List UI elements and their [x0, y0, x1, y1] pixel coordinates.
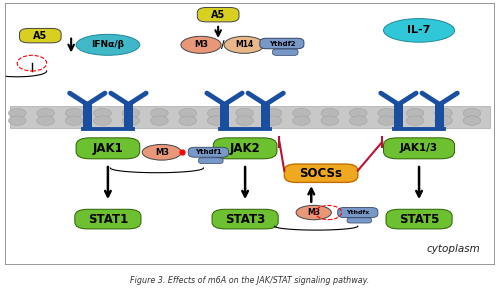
Ellipse shape: [384, 19, 454, 42]
Circle shape: [8, 108, 26, 118]
FancyBboxPatch shape: [386, 209, 452, 229]
FancyBboxPatch shape: [435, 105, 444, 129]
Circle shape: [37, 116, 54, 125]
Ellipse shape: [142, 144, 182, 160]
FancyBboxPatch shape: [20, 29, 61, 43]
Circle shape: [350, 116, 367, 125]
Circle shape: [406, 108, 424, 118]
Circle shape: [122, 116, 140, 125]
Text: /: /: [221, 40, 224, 50]
Ellipse shape: [181, 36, 221, 53]
Circle shape: [292, 108, 310, 118]
Ellipse shape: [224, 36, 264, 53]
Circle shape: [321, 108, 338, 118]
Circle shape: [208, 116, 225, 125]
Circle shape: [434, 116, 452, 125]
Circle shape: [66, 116, 83, 125]
Text: Ythdfx: Ythdfx: [346, 210, 370, 215]
FancyBboxPatch shape: [198, 158, 223, 164]
FancyBboxPatch shape: [272, 49, 298, 55]
FancyBboxPatch shape: [75, 209, 141, 229]
FancyBboxPatch shape: [347, 218, 372, 223]
Text: JAK1/3: JAK1/3: [400, 143, 438, 153]
FancyBboxPatch shape: [213, 138, 277, 159]
Text: Ythdf1: Ythdf1: [195, 149, 222, 155]
Text: IL-7: IL-7: [408, 25, 430, 35]
Text: JAK1: JAK1: [92, 142, 124, 155]
Circle shape: [463, 116, 481, 125]
Circle shape: [434, 108, 452, 118]
FancyBboxPatch shape: [220, 105, 229, 129]
Text: M3: M3: [307, 208, 320, 217]
Circle shape: [179, 108, 196, 118]
Text: STAT1: STAT1: [88, 213, 128, 226]
Text: Figure 3. Effects of m6A on the JAK/STAT signaling pathway.: Figure 3. Effects of m6A on the JAK/STAT…: [130, 276, 370, 285]
Bar: [10, 106, 490, 128]
FancyBboxPatch shape: [260, 38, 304, 49]
Circle shape: [66, 108, 83, 118]
Text: IFNα/β: IFNα/β: [92, 40, 124, 49]
Circle shape: [406, 116, 424, 125]
FancyBboxPatch shape: [394, 105, 403, 129]
Circle shape: [350, 108, 367, 118]
Circle shape: [150, 108, 168, 118]
Circle shape: [94, 116, 112, 125]
FancyBboxPatch shape: [262, 105, 270, 129]
Circle shape: [463, 108, 481, 118]
Text: A5: A5: [211, 10, 226, 20]
Circle shape: [321, 116, 338, 125]
Circle shape: [236, 108, 254, 118]
FancyBboxPatch shape: [384, 138, 454, 159]
Text: M3: M3: [194, 40, 208, 49]
Circle shape: [208, 108, 225, 118]
Circle shape: [292, 116, 310, 125]
Circle shape: [94, 108, 112, 118]
FancyBboxPatch shape: [188, 147, 228, 157]
Text: STAT5: STAT5: [399, 213, 439, 226]
Text: SOCSs: SOCSs: [300, 167, 343, 180]
Text: JAK2: JAK2: [230, 142, 260, 155]
Circle shape: [179, 116, 196, 125]
FancyBboxPatch shape: [338, 208, 378, 217]
Circle shape: [8, 116, 26, 125]
FancyBboxPatch shape: [124, 105, 133, 129]
Text: STAT3: STAT3: [225, 213, 265, 226]
Circle shape: [378, 108, 396, 118]
FancyBboxPatch shape: [284, 164, 358, 182]
FancyBboxPatch shape: [83, 105, 92, 129]
Circle shape: [37, 108, 54, 118]
Text: Ythdf2: Ythdf2: [268, 41, 295, 46]
FancyBboxPatch shape: [212, 209, 278, 229]
Text: M3: M3: [155, 148, 169, 157]
FancyBboxPatch shape: [76, 138, 140, 159]
Circle shape: [264, 108, 282, 118]
Text: M14: M14: [235, 40, 253, 49]
Circle shape: [150, 116, 168, 125]
Ellipse shape: [76, 34, 140, 55]
Ellipse shape: [296, 205, 332, 220]
Circle shape: [236, 116, 254, 125]
Circle shape: [378, 116, 396, 125]
Circle shape: [122, 108, 140, 118]
Circle shape: [264, 116, 282, 125]
Text: A5: A5: [33, 31, 48, 41]
Text: cytoplasm: cytoplasm: [426, 245, 480, 255]
FancyBboxPatch shape: [198, 7, 239, 22]
